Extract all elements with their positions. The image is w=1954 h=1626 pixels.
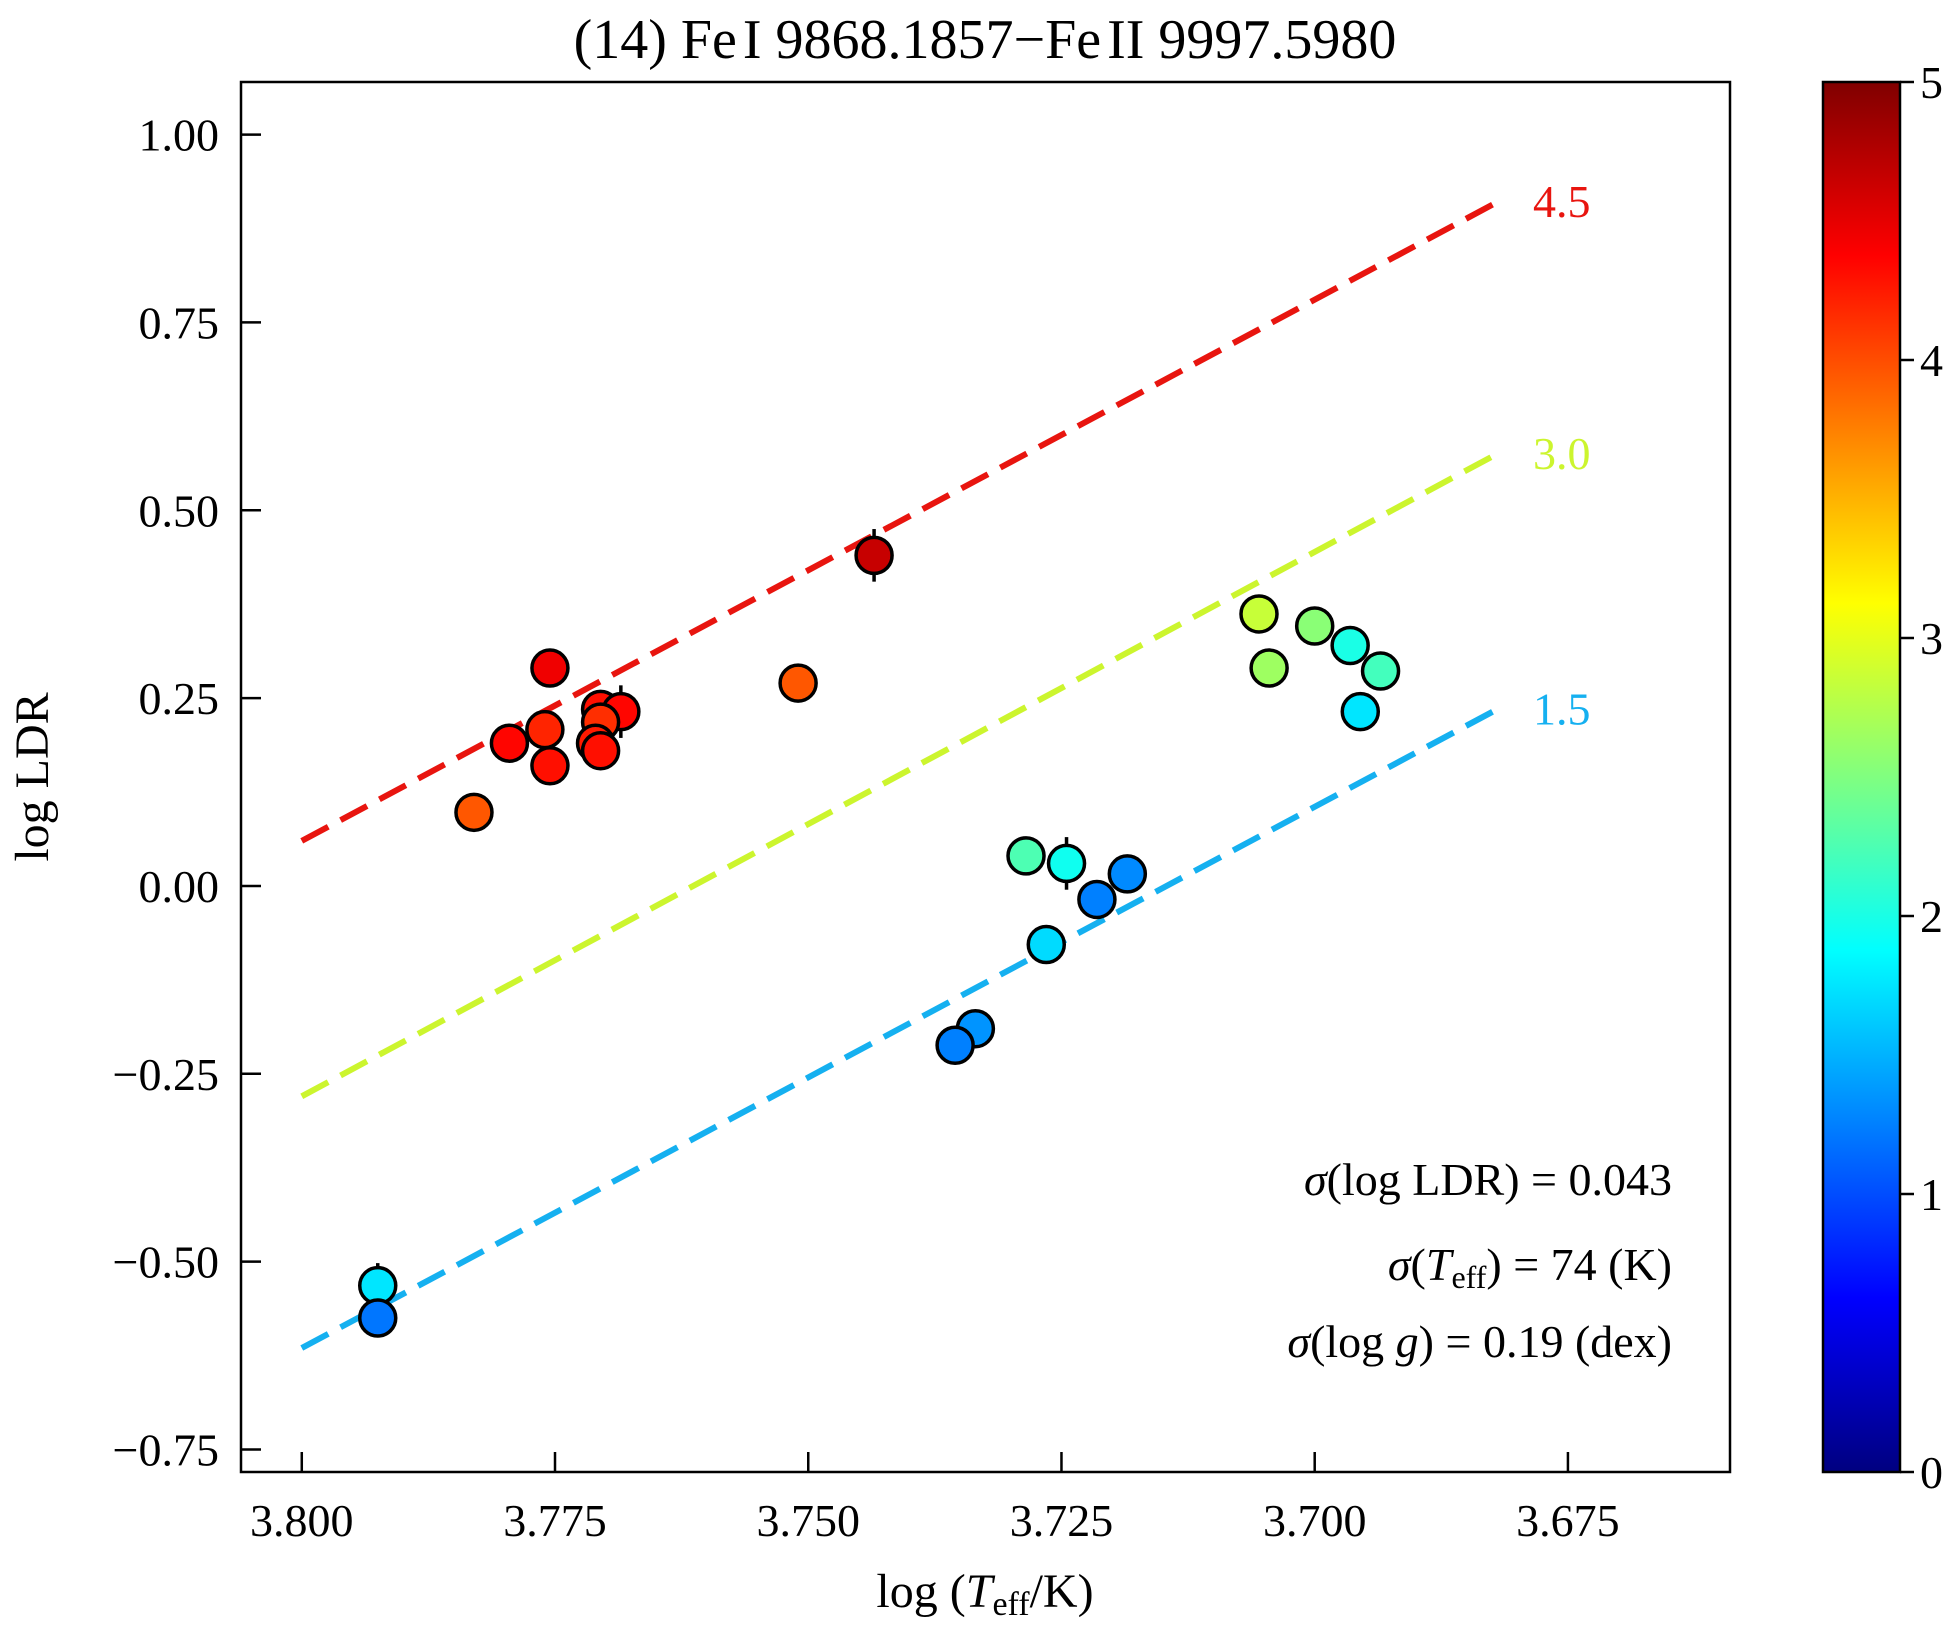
data-point	[935, 1025, 975, 1065]
data-point	[530, 648, 570, 688]
colorbar	[1821, 80, 1902, 1474]
plot-frame	[239, 80, 1732, 1474]
y-tick-label: 0.50	[139, 485, 220, 536]
y-tick-label: −0.50	[113, 1237, 219, 1288]
x-tick-label: 3.675	[1516, 1495, 1620, 1546]
data-point	[1330, 625, 1370, 666]
data-point	[1046, 843, 1087, 884]
colorbar-tick-label: 0	[1920, 1447, 1943, 1498]
data-points	[357, 529, 1401, 1338]
y-tick-label: −0.75	[113, 1424, 219, 1475]
colorbar-ticks: 0 1 2 3 4 5	[1900, 57, 1943, 1498]
y-axis-label: log LDR	[6, 692, 59, 861]
x-tick-label: 3.725	[1010, 1495, 1114, 1546]
x-tick-label: 3.775	[503, 1495, 607, 1546]
annotation-sigma-logg: σ(log g) = 0.19 (dex)	[1287, 1316, 1672, 1367]
annotation-sigma-logldr: σ(log LDR) = 0.043	[1304, 1154, 1672, 1205]
tick-layer: 3.800 3.775 3.750 3.725 3.700 3.675 1.00 0.75 0.…	[113, 110, 1620, 1546]
data-point	[778, 663, 818, 703]
data-point	[530, 745, 570, 786]
data-point	[1026, 924, 1067, 965]
data-point	[1340, 691, 1381, 732]
data-point	[525, 709, 565, 750]
fit-line-logg-4.5	[300, 199, 1499, 844]
colorbar-tick-label: 1	[1920, 1169, 1943, 1220]
colorbar-tick-label: 4	[1920, 335, 1943, 386]
annotation-sigma-teff: σ(Teff) = 74 (K)	[1388, 1239, 1672, 1295]
data-point	[1360, 651, 1401, 691]
fit-line-label: 4.5	[1533, 176, 1591, 227]
data-point	[1249, 648, 1289, 688]
y-tick-label: 1.00	[139, 110, 220, 161]
fit-line-labels: 4.5 3.0 1.5	[1533, 176, 1591, 734]
data-point	[357, 1298, 398, 1338]
fit-line-logg-3.0	[300, 451, 1499, 1099]
data-point	[1239, 594, 1279, 634]
data-point	[1077, 879, 1117, 920]
data-point	[580, 730, 621, 771]
data-point	[1006, 836, 1046, 876]
colorbar-tick-label: 3	[1920, 613, 1943, 664]
x-tick-label: 3.700	[1263, 1495, 1367, 1546]
x-tick-label: 3.800	[250, 1495, 354, 1546]
y-tick-label: 0.75	[139, 297, 220, 348]
data-point	[854, 535, 894, 576]
colorbar-tick-label: 5	[1920, 57, 1943, 108]
stats-annotations: σ(log LDR) = 0.043 σ(Teff) = 74 (K) σ(lo…	[1287, 1154, 1672, 1367]
data-point	[1294, 606, 1335, 646]
fit-line-logg-1.5	[300, 706, 1499, 1351]
y-tick-label: 0.25	[139, 673, 220, 724]
fit-line-label: 1.5	[1533, 683, 1591, 734]
x-axis-label: log (Teff/K)	[876, 1565, 1093, 1621]
data-point	[454, 792, 494, 833]
data-point	[1107, 854, 1148, 894]
fit-line-label: 3.0	[1533, 428, 1591, 479]
chart-title: (14) Fe I 9868.1857−Fe II 9997.5980	[574, 9, 1397, 71]
colorbar-tick-label: 2	[1920, 891, 1943, 942]
y-tick-label: −0.25	[113, 1049, 219, 1100]
x-tick-label: 3.750	[756, 1495, 860, 1546]
data-point	[489, 723, 530, 763]
y-tick-label: 0.00	[139, 861, 220, 912]
